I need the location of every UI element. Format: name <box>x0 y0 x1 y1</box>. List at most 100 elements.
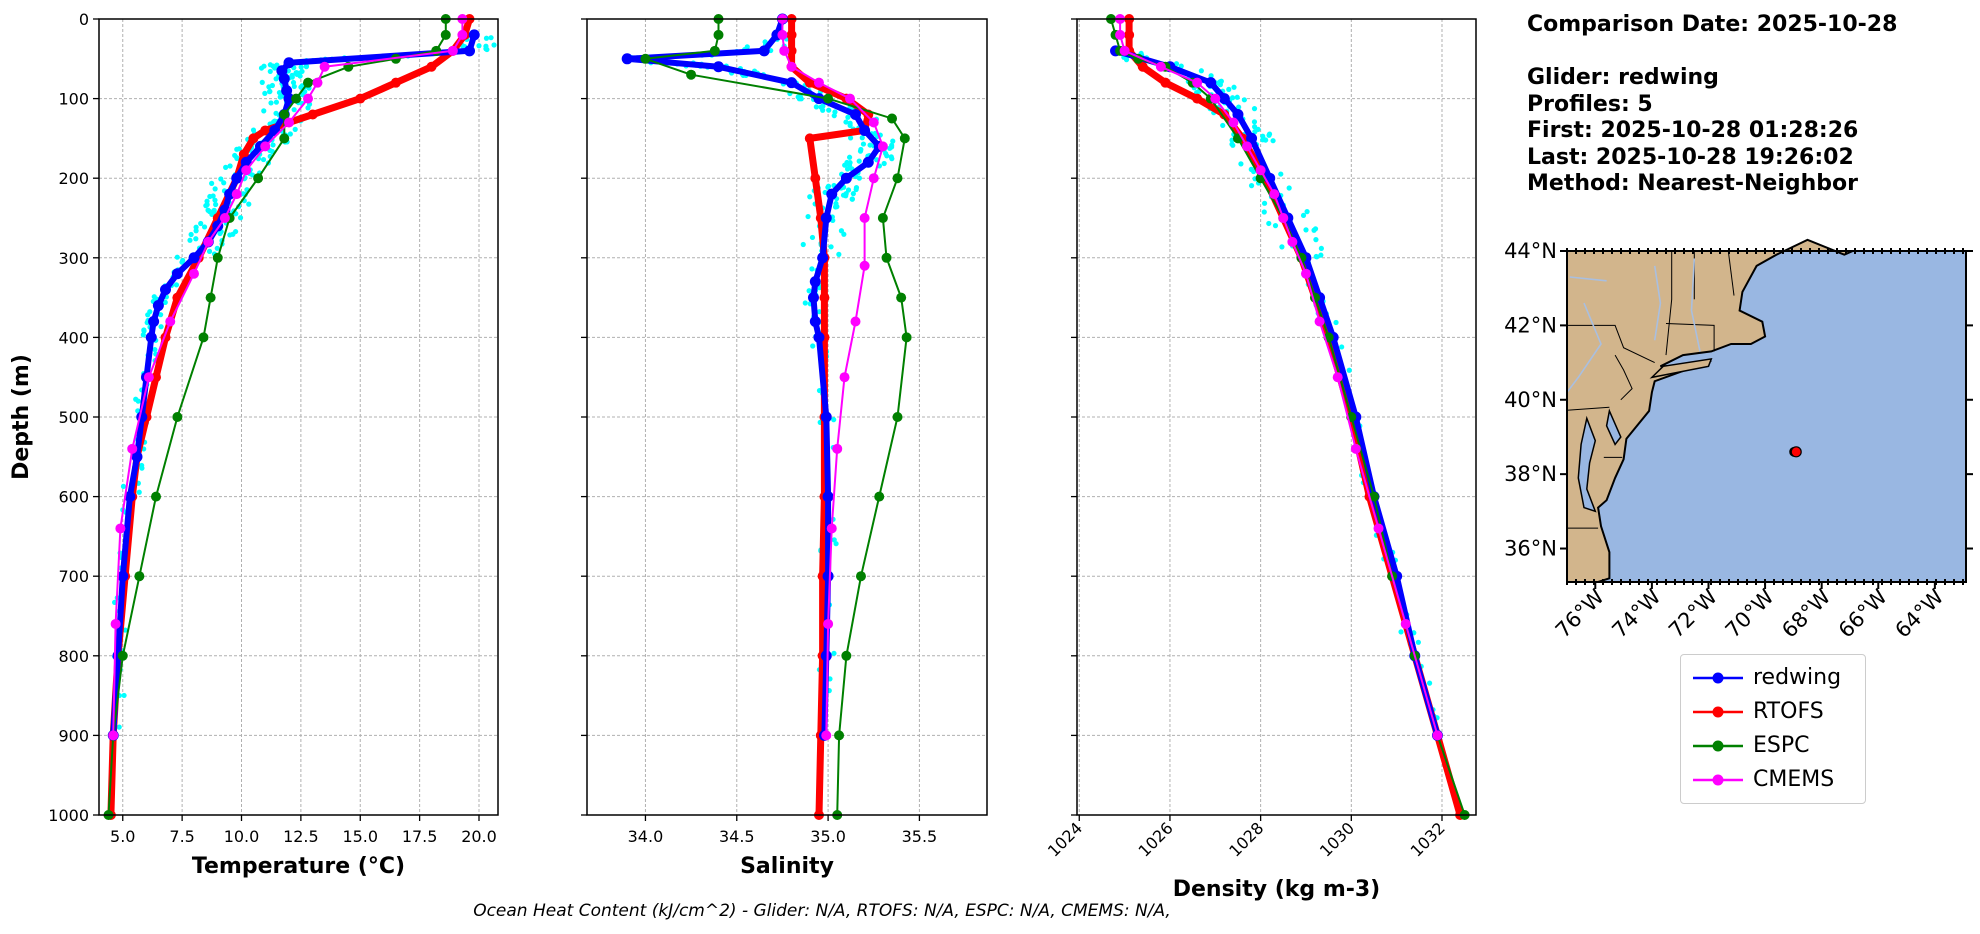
glider-point <box>291 83 297 90</box>
series-marker-CMEMS <box>832 443 843 454</box>
glider-point <box>816 309 822 315</box>
glider-point <box>279 93 285 99</box>
series-marker-ESPC <box>887 113 898 124</box>
series-marker-RTOFS <box>819 292 830 303</box>
legend-swatch-marker <box>1712 706 1724 718</box>
glider-point <box>1304 209 1310 215</box>
legend-swatch-marker <box>1712 740 1724 752</box>
x-tick-label: 7.5 <box>169 827 194 846</box>
state-border <box>1614 354 1633 401</box>
series-marker-CMEMS <box>303 93 313 104</box>
river <box>1566 302 1602 393</box>
glider-point <box>1173 61 1180 67</box>
glider-point <box>209 180 215 186</box>
glider-point <box>1250 168 1257 175</box>
series-marker-CMEMS <box>868 117 879 128</box>
series-marker-CMEMS <box>110 618 121 629</box>
series-marker-redwing <box>240 156 252 168</box>
series-marker-ESPC <box>279 133 290 144</box>
glider-point <box>1303 227 1309 233</box>
glider-point <box>198 220 204 227</box>
series-marker-RTOFS <box>786 45 797 56</box>
series-marker-ESPC <box>205 292 216 303</box>
glider-point <box>218 176 224 182</box>
map-lat-label: 42°N <box>1504 313 1557 337</box>
glider-point <box>856 175 862 181</box>
map-lat-label: 44°N <box>1504 239 1557 263</box>
glider-point <box>272 118 278 124</box>
glider-point <box>133 396 139 402</box>
map-lon-label: 76°W <box>1551 584 1609 642</box>
series-marker-ESPC <box>899 133 910 144</box>
glider-point <box>1270 138 1276 144</box>
glider-point <box>1248 183 1255 189</box>
map-lon-label: 74°W <box>1607 584 1665 642</box>
glider-point <box>820 103 826 109</box>
glider-point <box>806 288 812 294</box>
glider-location-marker <box>1790 446 1802 458</box>
glider-point <box>269 82 276 89</box>
series-marker-redwing <box>145 331 157 343</box>
series-marker-RTOFS <box>810 173 821 184</box>
legend-item-RTOFS: RTOFS <box>1681 695 1865 729</box>
series-marker-CMEMS <box>786 61 797 72</box>
series-marker-CMEMS <box>312 77 323 88</box>
glider-point <box>158 312 164 318</box>
glider-point <box>857 148 864 154</box>
glider-point <box>1208 73 1214 79</box>
glider-point <box>246 201 252 207</box>
series-marker-CMEMS <box>1314 316 1325 327</box>
legend-swatch-marker <box>1712 774 1724 786</box>
glider-point <box>267 68 273 75</box>
series-marker-RTOFS <box>151 372 161 383</box>
series-marker-redwing <box>807 292 819 304</box>
x-tick-label: 35.0 <box>810 827 846 846</box>
series-marker-redwing <box>862 156 874 168</box>
series-marker-ESPC <box>279 109 290 120</box>
glider-point <box>844 159 850 166</box>
glider-point <box>847 120 853 126</box>
series-marker-ESPC <box>440 29 451 40</box>
glider-point <box>116 724 122 730</box>
glider-point <box>1333 319 1339 326</box>
glider-point <box>491 42 497 48</box>
glider-point <box>1261 209 1267 215</box>
series-marker-CMEMS <box>319 61 330 72</box>
series-marker-RTOFS <box>804 77 815 88</box>
glider-point <box>483 35 490 41</box>
series-marker-RTOFS <box>307 109 318 120</box>
series-marker-CMEMS <box>877 141 888 152</box>
glider-point <box>1226 86 1232 92</box>
legend-label: ESPC <box>1753 733 1810 758</box>
series-marker-CMEMS <box>1300 268 1311 279</box>
glider-point <box>809 266 815 272</box>
series-marker-redwing <box>188 252 200 264</box>
glider-point <box>232 152 238 159</box>
series-marker-redwing <box>826 188 838 200</box>
series-marker-CMEMS <box>143 372 154 383</box>
series-marker-ESPC <box>841 650 852 661</box>
glider-point <box>834 204 840 210</box>
state-border <box>1727 250 1735 296</box>
series-marker-ESPC <box>151 491 161 502</box>
glider-point <box>1339 344 1345 350</box>
glider-point <box>212 186 218 192</box>
series-marker-CMEMS <box>839 372 850 383</box>
glider-point <box>488 35 494 41</box>
series-marker-RTOFS <box>390 77 401 88</box>
map-lon-label: 72°W <box>1664 584 1722 642</box>
series-marker-redwing <box>278 73 290 85</box>
legend-item-redwing: redwing <box>1681 661 1865 695</box>
glider-point <box>1231 84 1237 90</box>
glider-point <box>1261 200 1268 206</box>
series-marker-CMEMS <box>779 45 790 56</box>
series-marker-redwing <box>283 93 295 105</box>
series-marker-CMEMS <box>868 173 879 184</box>
glider-point <box>844 166 851 172</box>
series-marker-CMEMS <box>165 316 176 327</box>
series-marker-ESPC <box>253 173 264 184</box>
glider-point <box>843 193 849 199</box>
location-map: 44°N 42°N 40°N 38°N 36°N 76°W74°W72°W70°W68°W… <box>1504 238 1973 643</box>
series-marker-CMEMS <box>189 268 199 279</box>
x-tick-label: 1024 <box>1044 818 1086 860</box>
